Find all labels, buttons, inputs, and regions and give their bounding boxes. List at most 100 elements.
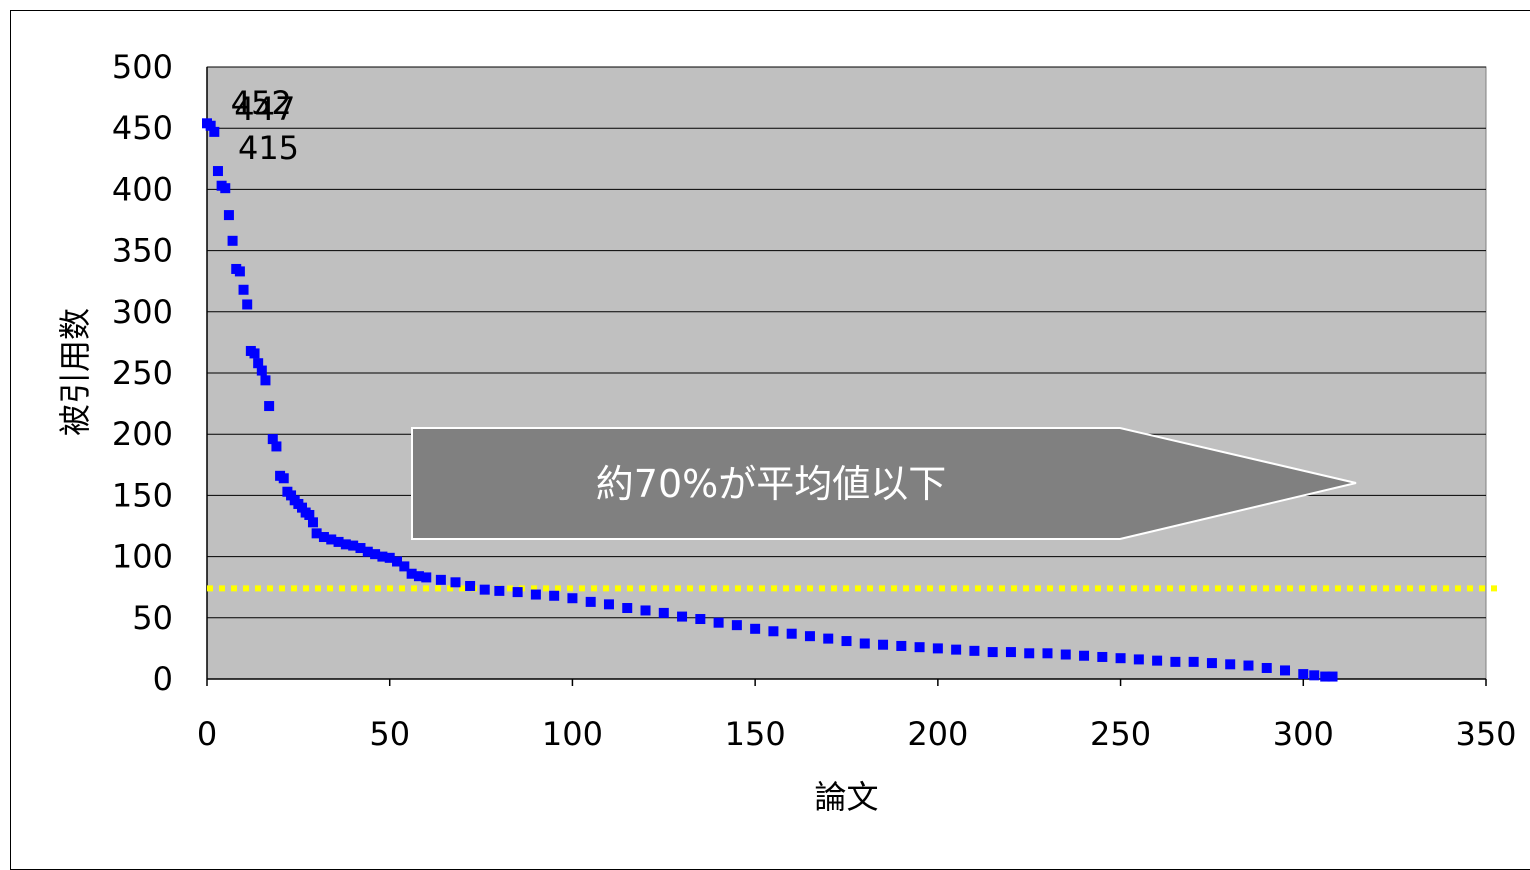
data-point bbox=[859, 638, 870, 649]
citation-chart: 0 50 100 150 200 250 300 350 400 450 500 0 50 100 150… bbox=[56, 48, 1517, 816]
data-point bbox=[205, 120, 216, 131]
data-point bbox=[768, 626, 779, 637]
data-point bbox=[932, 643, 943, 654]
data-point bbox=[384, 552, 395, 563]
data-point bbox=[896, 640, 907, 651]
y-tick-label: 300 bbox=[112, 293, 173, 331]
data-point bbox=[1243, 660, 1254, 671]
data-point bbox=[406, 568, 417, 579]
data-point bbox=[1097, 651, 1108, 662]
data-point bbox=[209, 126, 220, 137]
x-tick-label: 350 bbox=[1455, 715, 1516, 753]
data-point bbox=[603, 599, 614, 610]
y-tick-label: 100 bbox=[112, 538, 173, 576]
data-point bbox=[370, 549, 381, 560]
data-point bbox=[227, 235, 238, 246]
x-tick-label: 200 bbox=[907, 715, 968, 753]
callout-arrow-shape bbox=[411, 427, 1357, 540]
data-point bbox=[750, 623, 761, 634]
data-point bbox=[304, 509, 315, 520]
data-point bbox=[238, 284, 249, 295]
data-point bbox=[399, 561, 410, 572]
data-label: 447 bbox=[234, 90, 295, 128]
data-point bbox=[307, 517, 318, 528]
y-tick-label: 0 bbox=[153, 660, 173, 698]
data-point bbox=[987, 647, 998, 658]
y-axis-ticks: 0 50 100 150 200 250 300 350 400 450 500 bbox=[112, 48, 173, 698]
data-point bbox=[355, 543, 366, 554]
data-point bbox=[260, 375, 271, 386]
y-tick-label: 400 bbox=[112, 170, 173, 208]
data-point bbox=[1115, 653, 1126, 664]
data-point bbox=[951, 644, 962, 655]
data-point bbox=[1188, 656, 1199, 667]
data-point bbox=[264, 401, 275, 412]
data-point bbox=[1261, 662, 1272, 673]
y-axis-title: 被引用数 bbox=[56, 308, 94, 436]
data-point bbox=[530, 589, 541, 600]
data-point bbox=[253, 358, 264, 369]
data-point bbox=[1170, 656, 1181, 667]
data-point bbox=[1005, 647, 1016, 658]
data-point bbox=[1133, 654, 1144, 665]
x-tick-label: 0 bbox=[197, 715, 217, 753]
y-tick-label: 200 bbox=[112, 415, 173, 453]
data-label: 415 bbox=[238, 129, 299, 167]
y-tick-label: 150 bbox=[112, 476, 173, 514]
data-point bbox=[256, 365, 267, 376]
data-point bbox=[267, 434, 278, 445]
data-point bbox=[392, 556, 403, 567]
data-point bbox=[713, 617, 724, 628]
data-point bbox=[318, 532, 329, 543]
y-tick-label: 50 bbox=[132, 599, 173, 637]
data-point bbox=[1206, 658, 1217, 669]
callout: 約70%が平均値以下 bbox=[411, 427, 1357, 540]
data-point bbox=[878, 639, 889, 650]
data-point bbox=[278, 473, 289, 484]
data-point bbox=[823, 633, 834, 644]
data-point bbox=[1060, 649, 1071, 660]
data-point bbox=[512, 587, 523, 598]
data-point bbox=[435, 574, 446, 585]
data-point bbox=[1042, 648, 1053, 659]
x-tick-label: 250 bbox=[1090, 715, 1151, 753]
data-point bbox=[494, 585, 505, 596]
data-point bbox=[271, 441, 282, 452]
data-point bbox=[421, 572, 432, 583]
data-point bbox=[465, 580, 476, 591]
data-point bbox=[348, 540, 359, 551]
data-point bbox=[969, 645, 980, 656]
data-point bbox=[450, 577, 461, 588]
data-point bbox=[622, 603, 633, 614]
data-point bbox=[549, 590, 560, 601]
callout-text: 約70%が平均値以下 bbox=[596, 462, 946, 506]
data-point bbox=[377, 551, 388, 562]
x-axis-ticks: 0 50 100 150 200 250 300 350 bbox=[197, 679, 1517, 753]
data-point bbox=[585, 596, 596, 607]
data-point bbox=[1320, 671, 1331, 682]
data-point bbox=[1225, 659, 1236, 670]
y-tick-label: 450 bbox=[112, 109, 173, 147]
y-tick-label: 250 bbox=[112, 354, 173, 392]
data-point bbox=[479, 584, 490, 595]
data-point bbox=[311, 528, 322, 539]
data-point bbox=[677, 611, 688, 622]
data-point bbox=[914, 642, 925, 653]
data-point bbox=[234, 266, 245, 277]
data-point bbox=[786, 628, 797, 639]
y-tick-label: 500 bbox=[112, 48, 173, 86]
data-point bbox=[658, 607, 669, 618]
data-point bbox=[223, 210, 234, 221]
data-point bbox=[212, 166, 223, 177]
x-tick-label: 100 bbox=[542, 715, 603, 753]
data-point bbox=[731, 620, 742, 631]
x-tick-label: 150 bbox=[725, 715, 786, 753]
data-point bbox=[804, 631, 815, 642]
data-point bbox=[1327, 671, 1338, 682]
data-point bbox=[1298, 669, 1309, 680]
data-point bbox=[1280, 665, 1291, 676]
data-point bbox=[326, 534, 337, 545]
x-tick-label: 300 bbox=[1273, 715, 1334, 753]
x-axis-title: 論文 bbox=[814, 778, 878, 816]
